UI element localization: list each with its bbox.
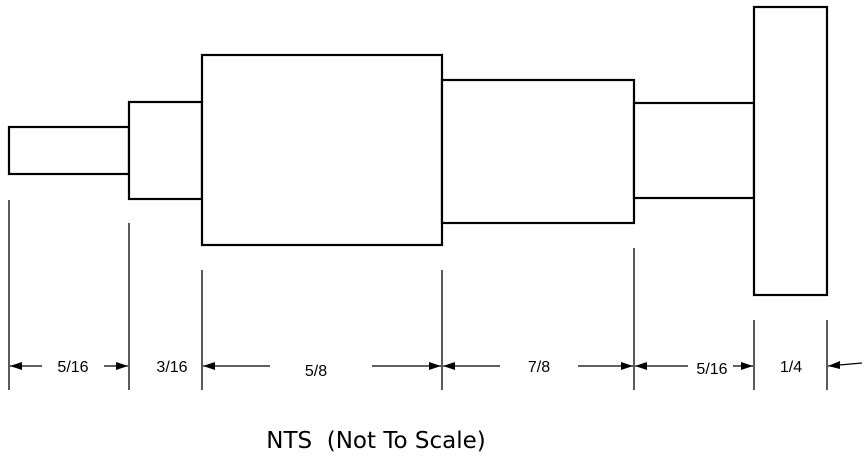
shaft-segment-6-flange (752, 5, 829, 297)
dimension-label-4: 7/8 (528, 359, 550, 376)
shaft-segment-4 (440, 78, 636, 225)
dimension-label-6: 1/4 (780, 359, 802, 376)
dimension-label-2: 3/16 (156, 359, 187, 376)
shaft-segment-2 (127, 100, 204, 201)
dimension-1: 5/16 (10, 359, 128, 376)
dimension-label-3: 5/8 (305, 363, 327, 380)
dimension-5: 5/16 (635, 361, 753, 378)
dimension-4: 7/8 (443, 359, 633, 376)
shaft-segment-1 (7, 125, 131, 176)
shaft-segment-5 (632, 101, 756, 200)
dimension-label-1: 5/16 (57, 359, 88, 376)
shaft-segment-3 (200, 53, 444, 247)
not-to-scale-note: NTS (Not To Scale) (266, 428, 485, 454)
dimension-6: 1/4 (780, 359, 863, 376)
dimension-3: 5/8 (203, 362, 441, 380)
dimension-label-5: 5/16 (696, 361, 727, 378)
dimension-2: 3/16 (156, 359, 187, 376)
